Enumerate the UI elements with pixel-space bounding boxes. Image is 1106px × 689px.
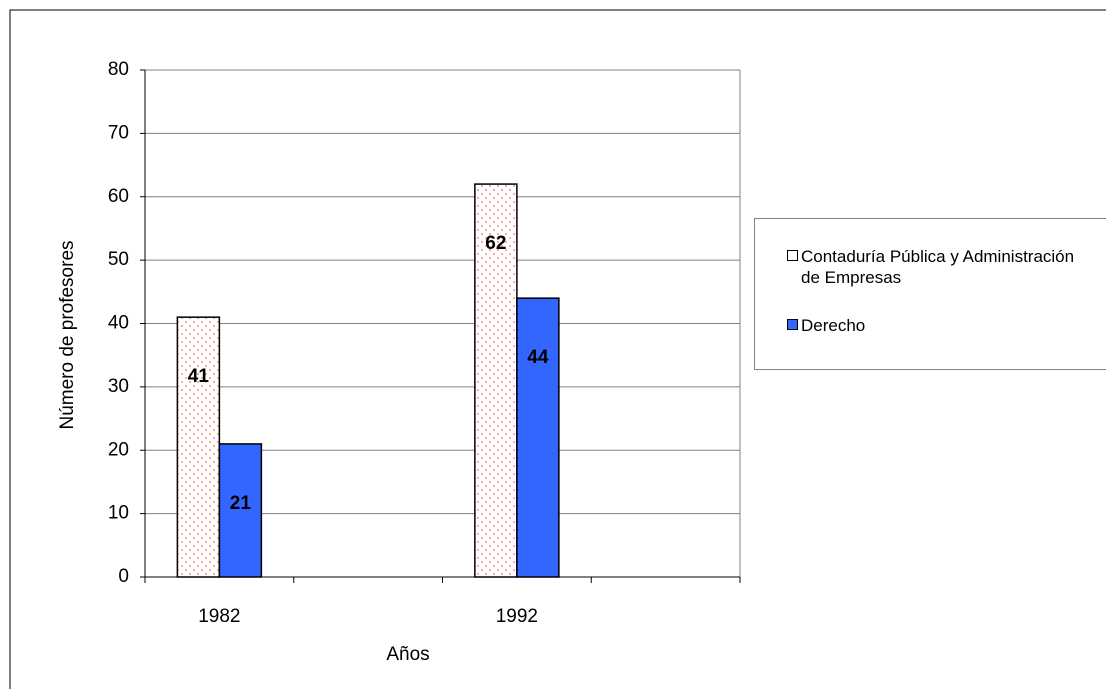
y-tick-label: 0: [118, 566, 129, 587]
y-tick-label: 40: [108, 313, 129, 334]
bar: [516, 297, 560, 578]
y-axis-title: Número de profesores: [57, 240, 78, 429]
frame: [9, 9, 1106, 689]
y-tick-label: 30: [108, 376, 129, 397]
y-tick-label: 50: [108, 249, 129, 270]
legend: Contaduría Pública y Administración de E…: [754, 218, 1106, 370]
bar: [218, 443, 263, 578]
x-tick-label: 1992: [496, 606, 538, 627]
legend-entry: Contaduría Pública y Administración de E…: [787, 246, 1097, 288]
x-axis-title: Años: [386, 644, 429, 665]
y-tick-label: 80: [108, 59, 129, 80]
legend-entry: Derecho: [787, 315, 1097, 336]
data-label: 21: [230, 493, 252, 514]
y-tick-label: 20: [108, 439, 129, 460]
data-label: 41: [188, 366, 210, 387]
legend-swatch: [787, 319, 798, 330]
legend-label: Contaduría Pública y Administración de E…: [801, 247, 1075, 287]
y-tick-label: 10: [108, 503, 129, 524]
y-tick-label: 60: [108, 186, 129, 207]
y-tick-label: 70: [108, 122, 129, 143]
bar: [176, 316, 221, 578]
x-tick-label: 1982: [198, 606, 240, 627]
bar: [474, 183, 518, 578]
data-label: 62: [485, 233, 506, 254]
legend-swatch: [787, 250, 798, 261]
legend-label: Derecho: [801, 316, 866, 335]
data-label: 44: [527, 347, 549, 368]
